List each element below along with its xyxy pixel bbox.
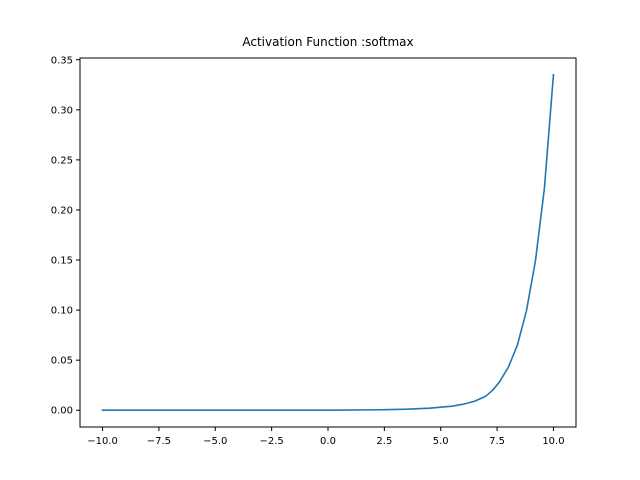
y-tick-label: 0.20 [51,205,73,216]
x-tick-label: 10.0 [542,436,564,447]
y-tick-label: 0.10 [51,306,73,317]
x-tick-label: 5.0 [433,436,449,447]
x-axis: −10.0 −7.5 −5.0 −2.5 0.0 2.5 5.0 7.5 10.0 [87,427,565,447]
y-axis: 0.00 0.05 0.10 0.15 0.20 0.25 0.30 0.35 [51,55,80,417]
chart-title: Activation Function :softmax [242,35,413,49]
plot-frame [79,57,577,428]
y-tick-label: 0.35 [51,55,73,66]
y-tick-label: 0.00 [51,406,73,417]
series-layer [101,73,555,412]
x-tick-label: 0.0 [320,436,336,447]
y-tick-label: 0.30 [51,105,73,116]
y-tick-label: 0.25 [51,155,73,166]
x-tick-label: −2.5 [259,436,283,447]
x-tick-label: 7.5 [489,436,505,447]
series-line-0 [101,73,555,412]
y-tick-label: 0.15 [51,256,73,267]
x-tick-label: −5.0 [203,436,227,447]
x-tick-label: −10.0 [87,436,118,447]
x-tick-label: 2.5 [376,436,392,447]
y-tick-label: 0.05 [51,356,73,367]
x-tick-label: −7.5 [147,436,171,447]
